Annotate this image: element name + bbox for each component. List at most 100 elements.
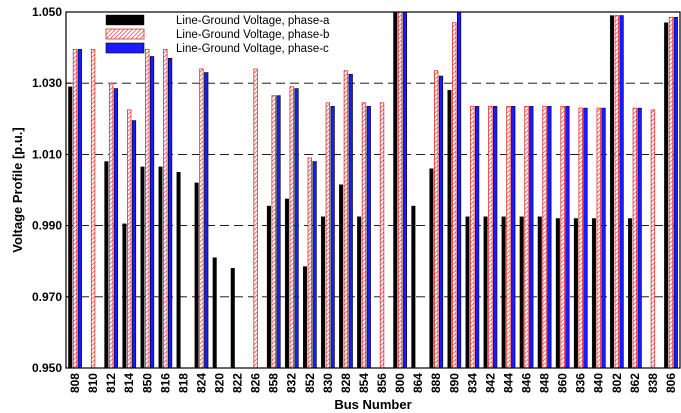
x-axis-title: Bus Number	[334, 397, 411, 412]
bar-phase-a	[357, 216, 362, 369]
x-tick-label: 800	[393, 373, 407, 393]
x-tick-label: 810	[86, 373, 100, 393]
bar-phase-a	[609, 15, 614, 369]
bar-phase-a	[194, 182, 199, 369]
x-tick-label: 806	[664, 373, 678, 393]
x-tick-label: 840	[592, 373, 606, 393]
bar-phase-a	[302, 266, 307, 369]
bar-phase-b	[163, 48, 168, 369]
x-tick-label: 852	[303, 373, 317, 393]
bar-phase-b	[271, 95, 276, 369]
bar-phase-c	[312, 161, 317, 369]
bar-phase-a	[465, 216, 470, 369]
bar-phase-c	[475, 106, 480, 369]
bar-phase-c	[294, 88, 299, 369]
bar-phase-a	[519, 216, 524, 369]
bar-phase-c	[673, 17, 678, 369]
bar-phase-b	[307, 157, 312, 369]
bar-phase-c	[113, 88, 119, 369]
x-axis-ticks: 808 810 812 814 850 816 818 824 820 822 826 858 832 8…	[68, 373, 678, 393]
bar-phase-c	[276, 95, 281, 369]
y-tick-label: 0.990	[32, 219, 62, 233]
bar-phase-b	[542, 105, 547, 369]
bar-phase-a	[158, 166, 163, 369]
x-tick-label: 802	[610, 373, 624, 393]
x-tick-label: 824	[194, 373, 208, 393]
bar-phase-a	[266, 205, 271, 369]
x-tick-label: 812	[104, 373, 118, 393]
legend-swatch	[105, 14, 145, 26]
bar-phase-b	[524, 105, 529, 369]
x-tick-label: 832	[285, 373, 299, 393]
bar-phase-c	[547, 106, 552, 369]
bar-phase-a	[339, 184, 344, 369]
plot-frame	[65, 11, 681, 369]
bar-phase-b	[632, 107, 638, 369]
y-tick-label: 0.970	[32, 290, 62, 304]
y-tick-label: 1.010	[32, 147, 62, 161]
bar-phase-b	[199, 68, 204, 369]
x-tick-label: 818	[176, 373, 190, 393]
bar-phase-a	[429, 168, 434, 369]
x-tick-label: 862	[628, 373, 642, 393]
bar-phase-c	[583, 107, 588, 369]
x-tick-label: 838	[646, 373, 660, 393]
x-tick-label: 830	[321, 373, 335, 393]
bar-phase-b	[506, 105, 511, 369]
bar-phase-b	[253, 68, 258, 369]
legend: Line-Ground Voltage, phase-a Line-Ground …	[105, 14, 330, 55]
bar-phase-b	[578, 107, 583, 369]
x-tick-label: 808	[68, 373, 82, 393]
bar-phase-c	[438, 75, 444, 369]
bar-phase-b	[596, 107, 601, 369]
bar-phase-b	[90, 48, 96, 369]
bar-phase-c	[402, 11, 407, 369]
bar-phase-a	[230, 268, 235, 369]
bar-phase-a	[537, 216, 542, 369]
bar-phase-a	[591, 218, 596, 369]
bar-phase-a	[483, 216, 488, 369]
bar-phase-b	[614, 15, 619, 369]
x-tick-label: 826	[249, 373, 263, 393]
bar-phase-b	[127, 109, 132, 369]
legend-swatch	[105, 28, 145, 40]
bar-phase-b	[325, 102, 331, 369]
x-tick-label: 860	[556, 373, 570, 393]
bar-phase-a	[393, 11, 398, 369]
bar-phase-c	[204, 72, 209, 369]
bar-phase-c	[168, 57, 173, 369]
x-tick-label: 844	[501, 373, 515, 393]
bar-phase-b	[361, 102, 367, 369]
x-tick-label: 890	[447, 373, 461, 393]
bar-phase-c	[619, 15, 624, 369]
plot-area	[66, 12, 680, 368]
x-tick-label: 814	[122, 373, 136, 393]
x-tick-label: 854	[357, 373, 371, 393]
bar-phase-b	[289, 86, 294, 369]
y-tick-label: 1.030	[32, 76, 62, 90]
bar-phase-b	[397, 11, 403, 369]
y-tick-label: 0.950	[32, 361, 62, 375]
bar-phase-c	[77, 49, 82, 369]
bar-phase-c	[131, 120, 137, 369]
bar-phase-a	[284, 198, 289, 369]
y-axis-ticks: 0.950 0.970 0.990 1.010 1.030 1.050	[32, 5, 71, 375]
bar-phase-c	[456, 11, 462, 369]
legend-label: Line-Ground Voltage, phase-c	[176, 43, 329, 55]
bar-phase-c	[529, 106, 534, 369]
x-tick-label: 828	[339, 373, 353, 393]
bar-phase-c	[511, 106, 516, 369]
bar-phase-b	[379, 102, 385, 369]
x-tick-label: 848	[538, 373, 552, 393]
bar-phase-a	[321, 216, 326, 369]
x-tick-label: 842	[483, 373, 497, 393]
bar-phase-b	[650, 109, 656, 369]
y-tick-label: 1.050	[32, 5, 62, 19]
bar-phase-a	[501, 216, 506, 369]
x-tick-label: 864	[411, 373, 425, 393]
bar-phase-a	[212, 257, 217, 369]
bar-phase-a	[411, 205, 416, 369]
bar-phase-a	[68, 86, 73, 369]
legend-label: Line-Ground Voltage, phase-b	[176, 29, 329, 41]
